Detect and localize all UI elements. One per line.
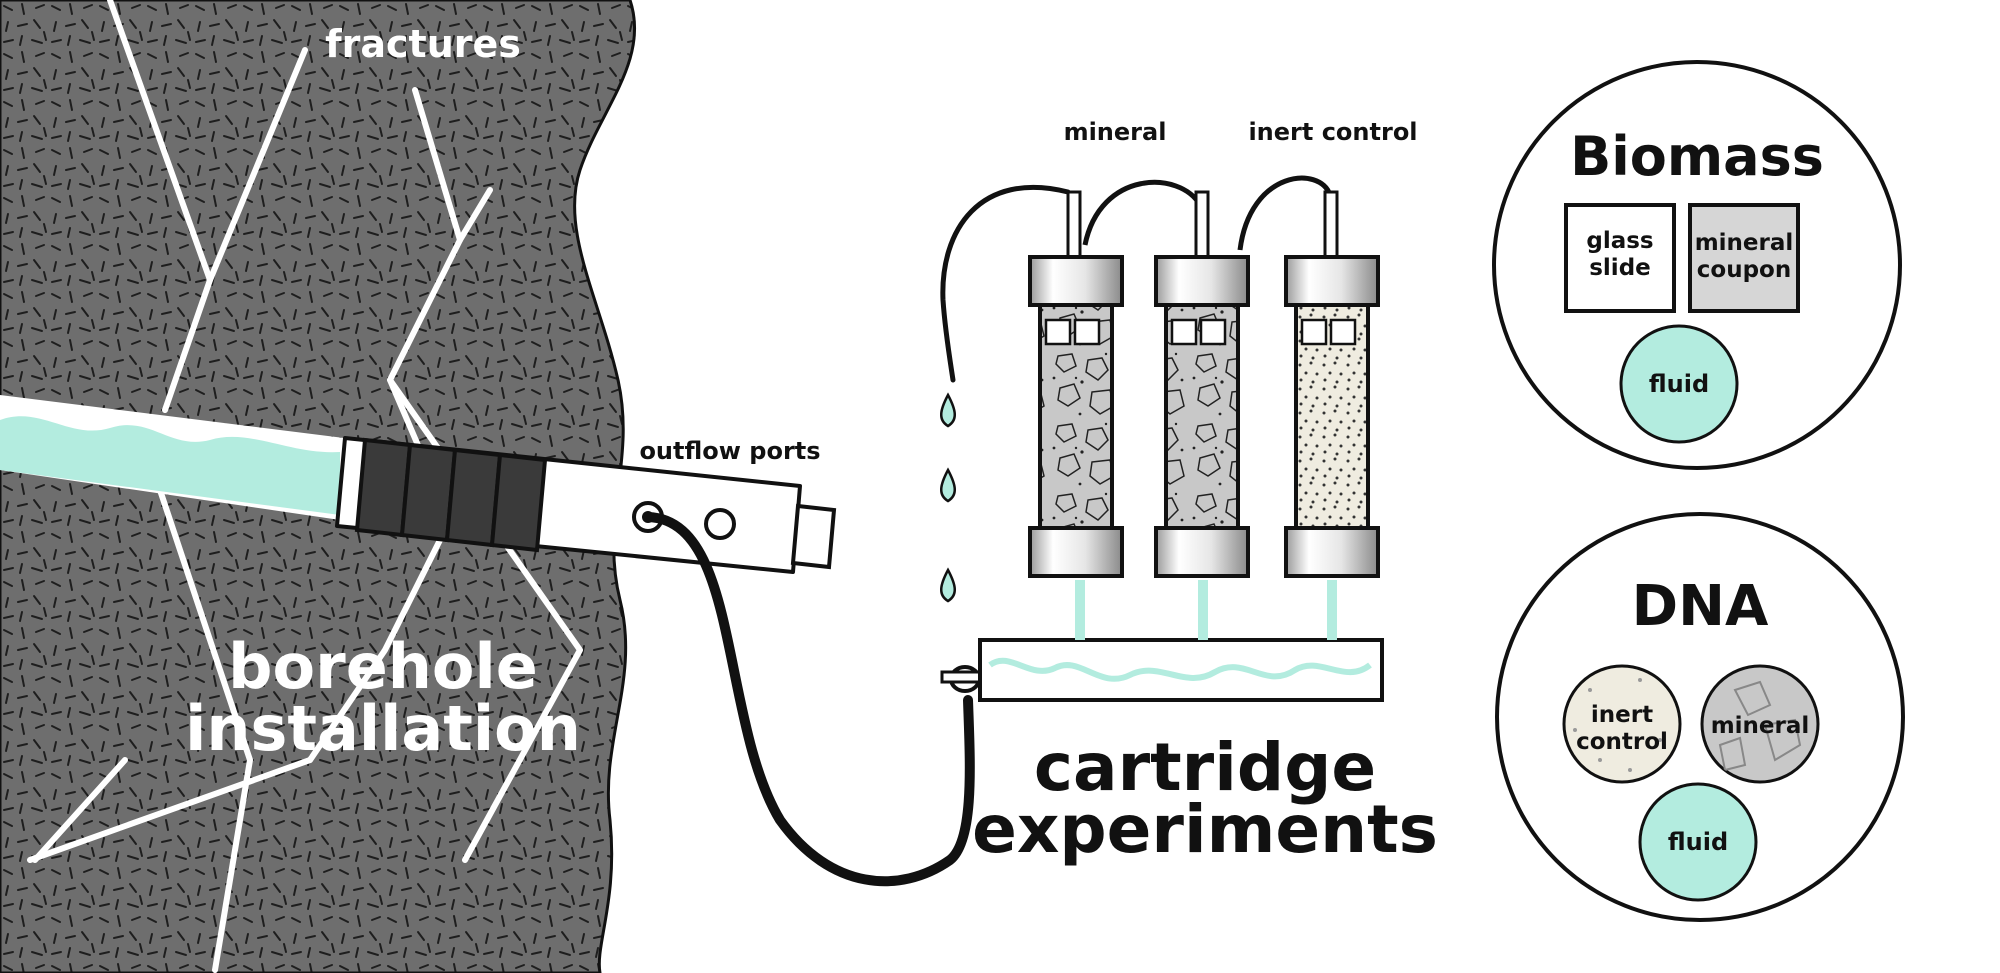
dna-mineral-label: mineral	[1711, 713, 1810, 739]
glass-slide-label-line1: glass	[1586, 228, 1653, 254]
outflow-port-2	[704, 508, 736, 540]
valve-icon	[940, 665, 992, 693]
glass-slide-box	[1564, 203, 1676, 313]
mineral-column-label: mineral	[1064, 118, 1167, 146]
dna-fluid-circle	[1638, 782, 1758, 902]
cartridge-column-mineral-1	[1028, 190, 1124, 640]
cartridge-column-mineral-2	[1154, 190, 1250, 640]
inert-control-column-label: inert control	[1248, 118, 1417, 146]
biomass-fluid-circle	[1619, 324, 1739, 444]
dna-inert-circle	[1562, 664, 1682, 784]
probe-tip	[790, 503, 837, 570]
outflow-hose	[643, 512, 975, 887]
packer-seals	[354, 437, 548, 553]
dna-inert-label-line2: control	[1576, 729, 1668, 755]
dna-circle	[1495, 512, 1905, 922]
cartridge-label-line2: experiments	[972, 791, 1438, 868]
outflow-ports-label: outflow ports	[639, 437, 820, 465]
mineral-coupon-label-line1: mineral	[1695, 230, 1794, 256]
borehole-fluid	[0, 416, 340, 515]
column-tubing	[1082, 175, 1333, 251]
tray-fluid	[988, 657, 1372, 682]
dna-title: DNA	[1632, 574, 1769, 639]
mineral-coupon-label-line2: coupon	[1697, 257, 1791, 283]
dna-inert-label-line1: inert	[1591, 702, 1653, 728]
cartridge-label-line1: cartridge	[1034, 729, 1376, 806]
mineral-coupon-box	[1688, 203, 1800, 313]
fractures-label: fractures	[325, 22, 521, 66]
dna-mineral-circle	[1700, 664, 1820, 784]
fluid-droplets	[940, 392, 956, 603]
biomass-title: Biomass	[1570, 125, 1824, 188]
dna-fluid-label: fluid	[1668, 828, 1728, 856]
glass-slide-label-line2: slide	[1589, 255, 1651, 281]
drip-line	[940, 184, 1071, 383]
borehole-label-line2: installation	[185, 692, 581, 765]
biomass-fluid-label: fluid	[1649, 370, 1709, 398]
borehole-label-line1: borehole	[228, 630, 538, 703]
cartridge-column-inert-control	[1284, 190, 1380, 640]
